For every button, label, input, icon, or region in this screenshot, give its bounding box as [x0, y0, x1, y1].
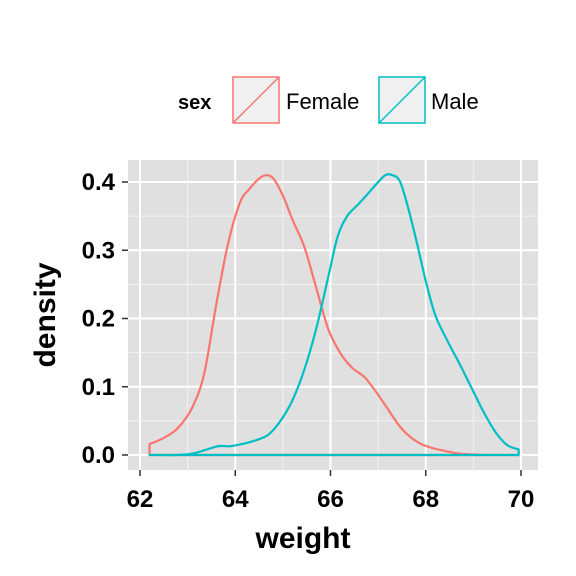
legend: sex Female Male [178, 76, 479, 124]
legend-item-male: Male [378, 76, 479, 124]
y-tick-labels: 0.0 0.1 0.2 0.3 0.4 [82, 169, 116, 469]
x-tick-label: 66 [317, 486, 344, 513]
x-tick-label: 64 [222, 486, 249, 513]
x-axis-title: weight [255, 522, 351, 555]
density-curve-female [148, 174, 520, 457]
legend-label-female: Female [286, 89, 359, 114]
y-tick-label: 0.2 [82, 306, 115, 333]
x-tick-label: 62 [127, 486, 154, 513]
x-tick-label: 68 [412, 486, 439, 513]
y-tick-label: 0.3 [82, 237, 115, 264]
x-tick-label: 70 [508, 486, 535, 513]
series-layer [148, 173, 520, 457]
legend-label-male: Male [431, 89, 479, 114]
legend-key-female-line [232, 76, 280, 124]
axis-ticks [122, 181, 522, 476]
y-tick-label: 0.1 [82, 374, 115, 401]
plot-panel [128, 160, 538, 470]
y-axis-title: density [29, 262, 62, 367]
y-tick-label: 0.4 [82, 169, 116, 196]
y-tick-label: 0.0 [82, 442, 115, 469]
x-tick-labels: 62 64 66 68 70 [127, 486, 535, 513]
density-curve-male [148, 173, 520, 457]
legend-title: sex [178, 92, 211, 114]
legend-key-male-line [378, 76, 426, 124]
legend-item-female: Female [232, 76, 359, 124]
